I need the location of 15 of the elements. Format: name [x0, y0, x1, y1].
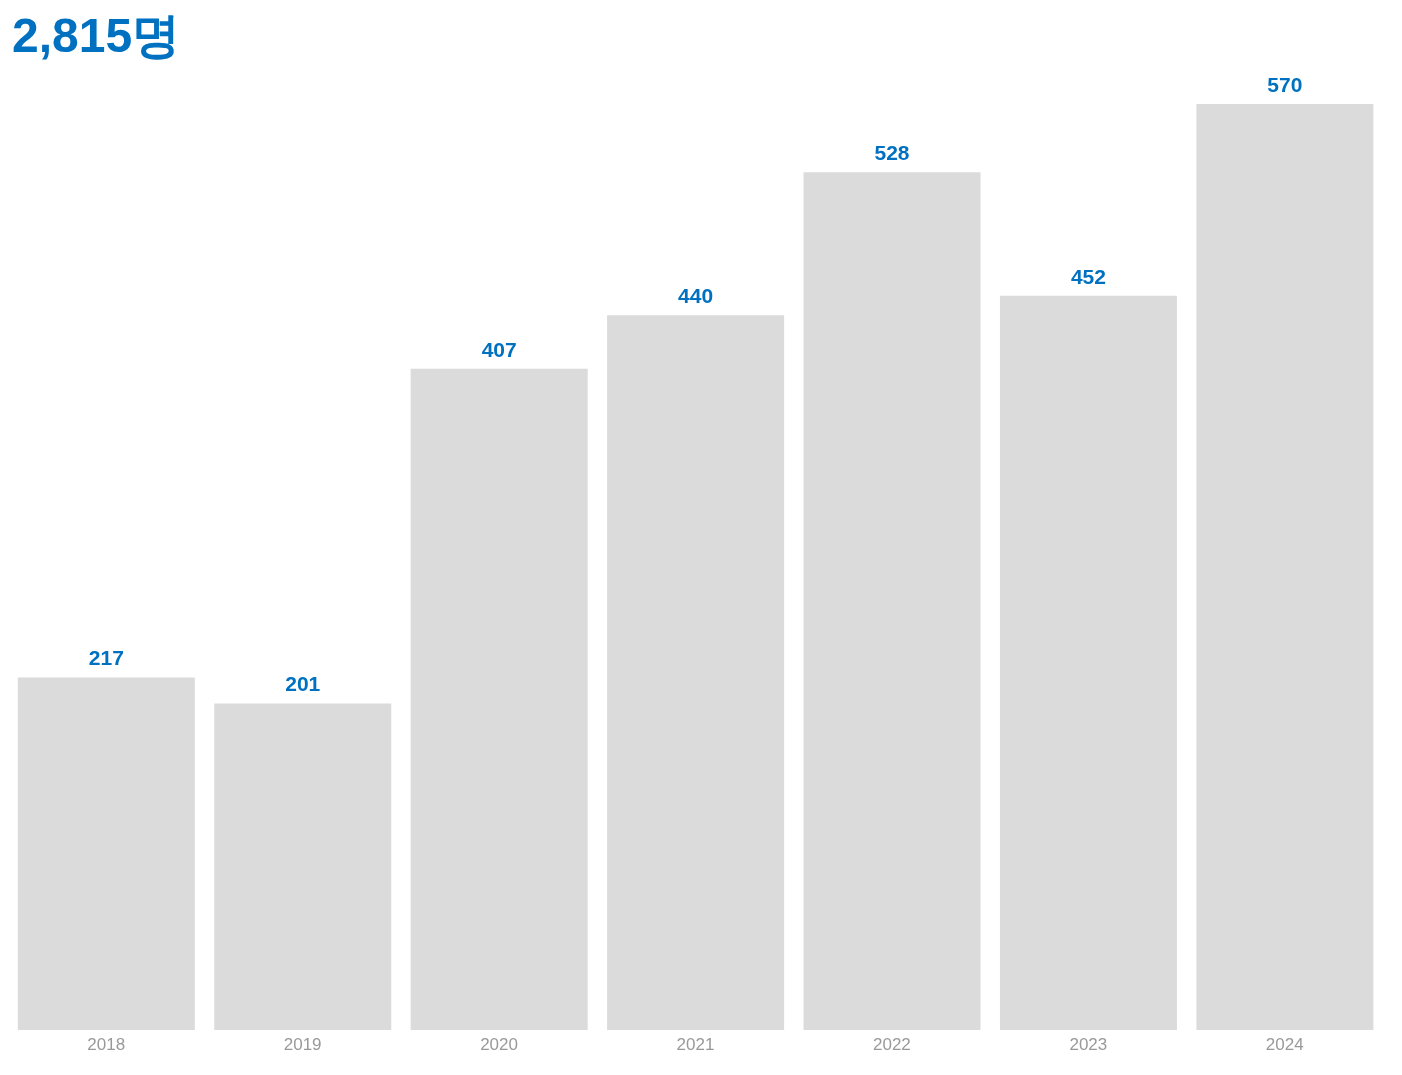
x-tick-label: 2020	[480, 1035, 518, 1055]
x-tick-label: 2022	[873, 1035, 911, 1055]
data-label: 440	[678, 284, 714, 308]
x-tick-label: 2018	[87, 1035, 126, 1055]
x-tick-label: 2023	[1069, 1035, 1108, 1055]
data-label: 570	[1267, 73, 1303, 96]
data-label: 452	[1070, 264, 1106, 288]
data-label: 528	[874, 141, 910, 165]
x-tick-label: 2019	[283, 1035, 322, 1055]
x-tick-label: 2021	[676, 1035, 715, 1055]
data-label: 407	[481, 337, 517, 361]
data-label: 201	[285, 672, 321, 696]
data-label: 217	[88, 646, 124, 670]
x-tick-label: 2024	[1265, 1035, 1304, 1055]
chart-title: 2,815명	[11, 8, 182, 64]
